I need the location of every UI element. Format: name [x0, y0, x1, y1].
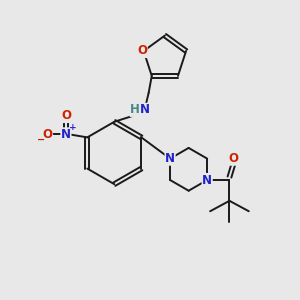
Text: H: H [130, 103, 140, 116]
Text: N: N [61, 128, 71, 141]
Text: O: O [228, 152, 238, 165]
Text: N: N [202, 173, 212, 187]
Text: O: O [61, 110, 71, 122]
Text: +: + [69, 123, 76, 132]
Text: N: N [140, 103, 150, 116]
Text: −: − [37, 135, 45, 145]
Text: O: O [43, 128, 52, 141]
Text: O: O [137, 44, 147, 58]
Text: N: N [165, 152, 175, 165]
